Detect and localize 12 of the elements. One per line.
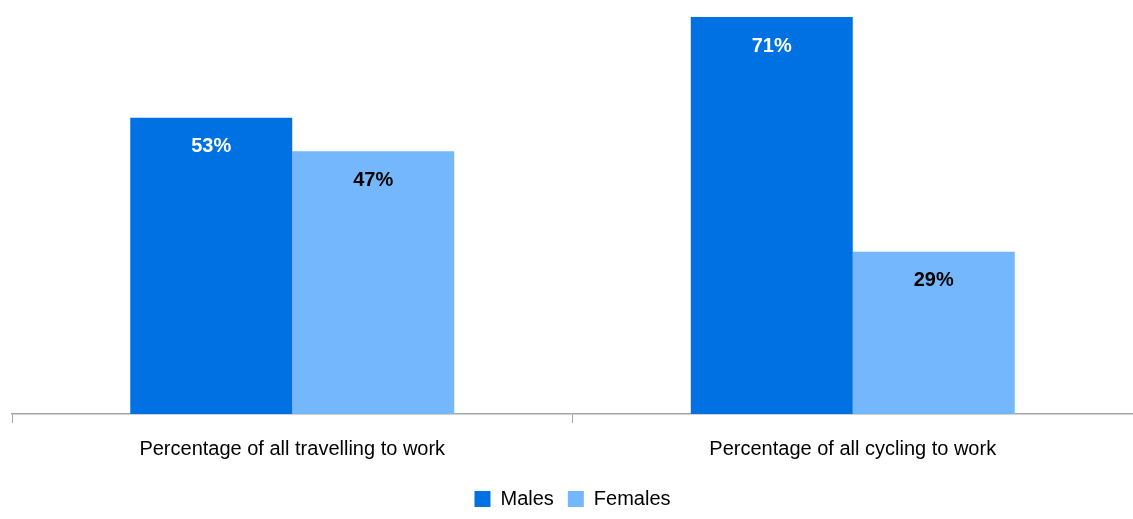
legend-label: Males <box>500 486 554 509</box>
data-label: 53% <box>191 134 232 157</box>
x-tick-label: Percentage of all cycling to work <box>709 436 998 459</box>
data-label: 29% <box>913 268 954 291</box>
bar <box>292 151 455 414</box>
data-label: 71% <box>751 33 792 56</box>
bar <box>130 117 293 414</box>
legend-label: Females <box>593 486 671 509</box>
bar <box>852 251 1015 414</box>
data-label: 47% <box>353 167 394 190</box>
x-tick-label: Percentage of all travelling to work <box>139 436 447 459</box>
bar <box>690 17 853 414</box>
